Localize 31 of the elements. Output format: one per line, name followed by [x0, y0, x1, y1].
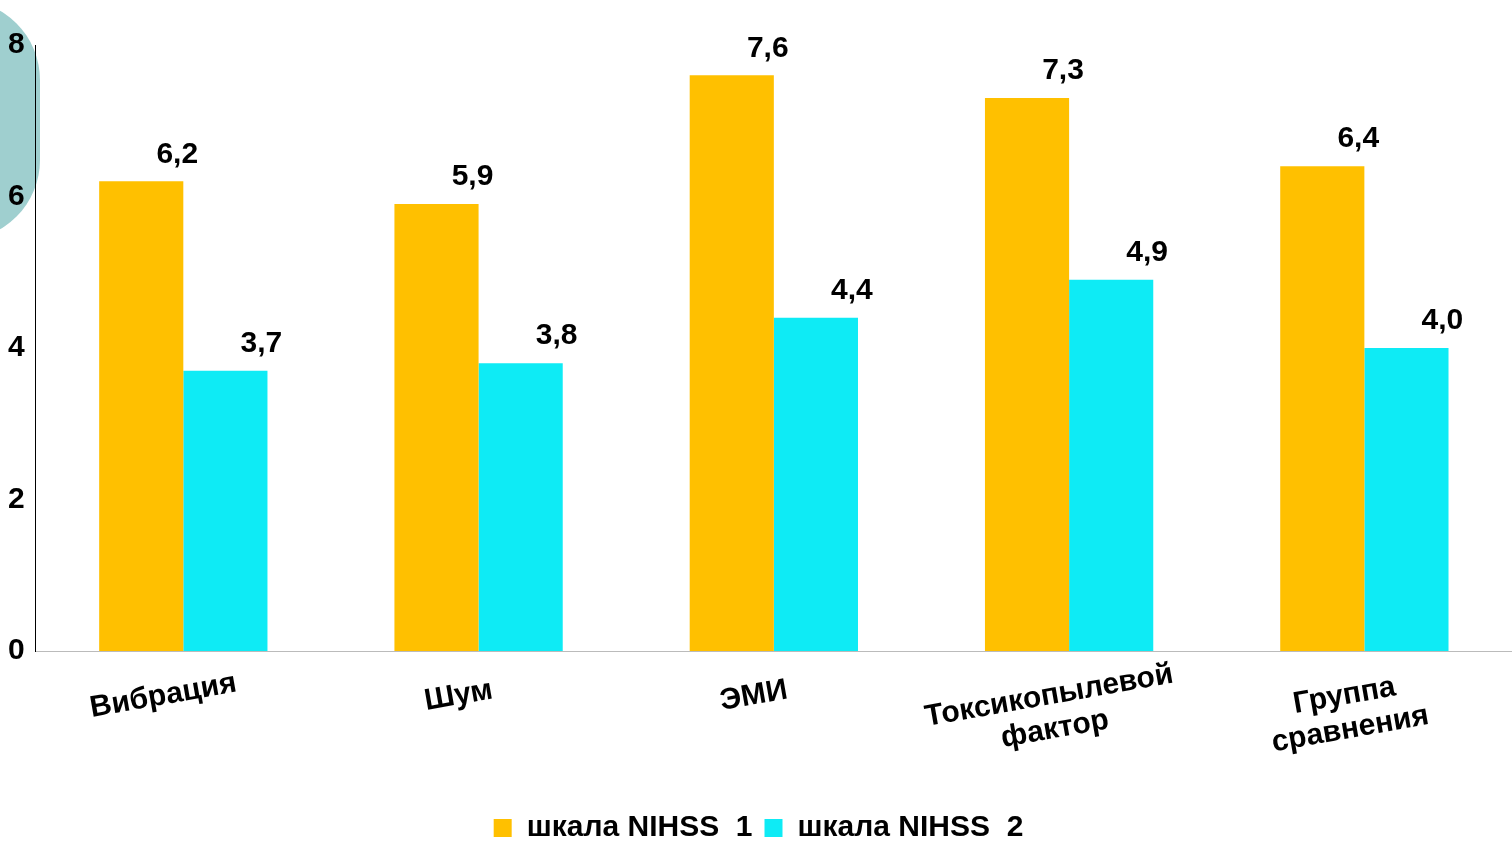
- data-label: 3,8: [535, 317, 578, 351]
- bar: [689, 75, 774, 651]
- data-label: 4,0: [1421, 302, 1464, 336]
- data-label: 6,4: [1337, 120, 1380, 154]
- y-tick-label: 0: [8, 632, 25, 666]
- bar: [183, 370, 268, 651]
- x-tick-label: Группа сравнения: [1268, 668, 1432, 758]
- y-tick-label: 4: [8, 329, 25, 363]
- legend-label: шкала NIHSS 2: [797, 809, 1024, 843]
- data-label: 3,7: [240, 324, 283, 358]
- legend-label: шкала NIHSS 1: [526, 809, 753, 843]
- bar: [1364, 348, 1449, 651]
- y-tick-label: 8: [8, 26, 25, 60]
- data-label: 4,9: [1126, 234, 1169, 268]
- bar: [478, 363, 563, 651]
- data-label: 5,9: [451, 158, 494, 192]
- bar: [1069, 279, 1154, 651]
- y-tick-label: 2: [8, 480, 25, 514]
- x-tick-label: Шум: [421, 671, 495, 717]
- bar: [1280, 166, 1365, 651]
- bar: [394, 204, 479, 651]
- data-label: 6,2: [156, 135, 199, 169]
- y-tick-label: 6: [8, 177, 25, 211]
- bar: [773, 317, 858, 651]
- data-label: 7,3: [1042, 52, 1084, 86]
- x-tick-label: ЭМИ: [717, 671, 790, 716]
- bar: [99, 181, 184, 651]
- data-label: 7,6: [746, 29, 789, 63]
- bar: [984, 98, 1070, 651]
- data-label: 4,4: [831, 271, 874, 305]
- x-tick-label: Вибрация: [87, 664, 239, 723]
